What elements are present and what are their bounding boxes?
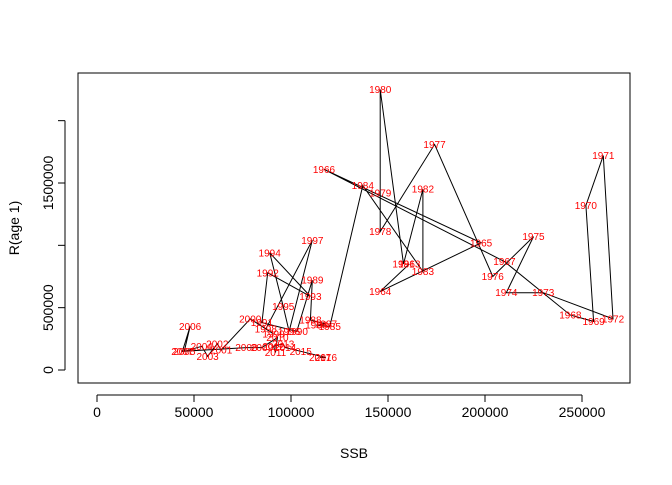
x-axis-label: SSB: [340, 445, 368, 461]
year-label: 2017: [309, 353, 332, 364]
series-polyline: [181, 89, 614, 358]
year-label: 1967: [493, 257, 516, 268]
year-label: 1988: [299, 316, 322, 327]
year-label: 1995: [272, 302, 295, 313]
year-label: 1993: [299, 292, 322, 303]
year-label: 1997: [301, 236, 324, 247]
y-tick-label: 500000: [40, 284, 56, 331]
year-label: 1968: [559, 311, 582, 322]
year-label: 1986: [305, 321, 328, 332]
year-label: 1977: [423, 140, 446, 151]
series-line: [181, 89, 614, 358]
plot-frame: [77, 72, 631, 384]
year-label: 1981: [392, 260, 415, 271]
year-label: 1991: [251, 318, 274, 329]
year-label: 2009: [251, 343, 274, 354]
year-label: 2006: [179, 322, 202, 333]
year-label: 2007: [171, 347, 194, 358]
year-label: 1973: [532, 288, 555, 299]
x-tick-label: 200000: [462, 404, 509, 420]
year-label: 1990: [286, 327, 309, 338]
year-label: 2001: [210, 346, 233, 357]
year-label: 2015: [290, 347, 313, 358]
x-tick-label: 100000: [268, 404, 315, 420]
year-label: 2016: [315, 353, 338, 364]
year-label: 2014: [274, 343, 297, 354]
year-label: 1982: [412, 185, 435, 196]
x-tick-label: 0: [93, 404, 101, 420]
year-label: 2005: [173, 347, 196, 358]
year-label: 2004: [191, 342, 214, 353]
x-tick-label: 50000: [175, 404, 214, 420]
year-label: 1983: [412, 267, 435, 278]
year-label: 1971: [592, 151, 615, 162]
year-label: 2011: [265, 348, 287, 359]
year-label: 2013: [272, 339, 295, 350]
year-label: 1987: [315, 319, 338, 330]
year-label: 1989: [301, 276, 324, 287]
year-label: 1980: [369, 85, 392, 96]
year-label: 2000: [239, 314, 262, 325]
year-label: 1996: [278, 327, 301, 338]
year-label: 1966: [313, 165, 336, 176]
year-label: 1976: [482, 272, 505, 283]
y-tick-label: 1500000: [40, 156, 56, 211]
year-label: 1974: [495, 288, 518, 299]
y-tick-label: 0: [40, 366, 56, 374]
year-label: 2010: [266, 333, 289, 344]
x-axis: 0 50000 100000 150000 200000 250000: [93, 394, 606, 420]
year-label: 1964: [369, 287, 392, 298]
year-label: 1984: [352, 181, 375, 192]
year-label: 2012: [262, 342, 285, 353]
year-label: 1963: [398, 260, 421, 271]
year-label: 1969: [583, 317, 606, 328]
year-label: 1970: [575, 201, 598, 212]
y-axis: 0 500000 1500000: [40, 120, 66, 374]
year-label: 1994: [259, 248, 282, 259]
year-label: 2008: [235, 343, 258, 354]
year-label: 1985: [319, 322, 342, 333]
year-label: 2002: [206, 339, 229, 350]
year-label: 1978: [369, 227, 392, 238]
x-tick-label: 250000: [559, 404, 606, 420]
year-label: 1975: [522, 232, 545, 243]
year-label: 1992: [257, 268, 280, 279]
y-axis-label: R(age 1): [6, 201, 22, 255]
x-tick-label: 150000: [365, 404, 412, 420]
year-label: 1998: [255, 324, 278, 335]
year-label: 1979: [369, 188, 392, 199]
year-label: 1972: [602, 314, 625, 325]
year-label: 2003: [196, 352, 219, 363]
year-label: 1999: [262, 329, 285, 340]
year-label: 1965: [470, 238, 493, 249]
